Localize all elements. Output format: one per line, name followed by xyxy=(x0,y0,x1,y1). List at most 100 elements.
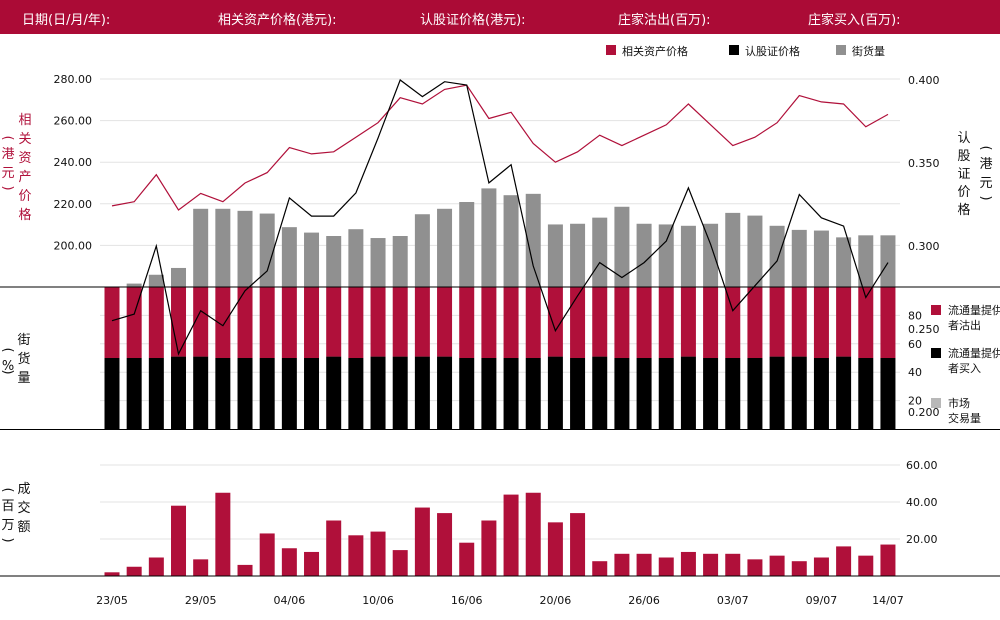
outstanding-bar xyxy=(680,225,696,287)
svg-text:): ) xyxy=(0,185,15,190)
lp-sell-bar xyxy=(481,287,497,358)
warrant-price-label: 认股证价格(港元): xyxy=(420,13,526,28)
outstanding-bar xyxy=(370,238,386,287)
lp-sell-bar xyxy=(459,287,475,358)
turnover-bar xyxy=(614,553,630,576)
svg-text:证: 证 xyxy=(957,167,970,182)
lp-sell-bar xyxy=(171,287,187,357)
lp-buy-bar xyxy=(481,358,497,429)
turnover-bar xyxy=(503,494,519,576)
lp-sell-bar xyxy=(348,287,364,358)
x-tick-label: 23/05 xyxy=(96,594,128,607)
x-tick-label: 03/07 xyxy=(717,594,749,607)
outstanding-bar xyxy=(171,267,187,287)
svg-text:(: ( xyxy=(0,487,15,492)
turnover-bar xyxy=(414,507,430,576)
turnover-bar xyxy=(104,572,120,576)
y-bottom-tick: 40.00 xyxy=(906,496,938,509)
turnover-bar xyxy=(392,550,408,576)
lp-sell-bar xyxy=(259,287,275,358)
lp-buy-bar xyxy=(459,358,475,429)
outstanding-bar xyxy=(725,212,741,287)
lp-sell-bar xyxy=(126,287,142,358)
y-right-tick: 0.250 xyxy=(908,323,940,336)
lp-buy-bar xyxy=(592,356,608,429)
outstanding-bar xyxy=(193,208,209,287)
y-bottom-axis-unit: (百万) xyxy=(0,487,15,542)
outstanding-bar xyxy=(880,235,896,287)
turnover-bar xyxy=(304,551,320,576)
y-mid-tick: 60 xyxy=(908,338,922,351)
y-bottom-tick: 20.00 xyxy=(906,533,938,546)
lp-buy-bar xyxy=(614,358,630,429)
lp-sell-bar xyxy=(725,287,741,358)
turnover-bar xyxy=(237,564,253,576)
svg-text:交: 交 xyxy=(17,500,30,516)
lp-buy-bar xyxy=(414,356,430,429)
svg-text:港: 港 xyxy=(1,147,14,162)
y-mid-axis-unit: (%) xyxy=(0,347,15,374)
lp-buy-bar xyxy=(326,356,342,429)
lp-buy-bar xyxy=(171,356,187,429)
outstanding-bar xyxy=(836,237,852,287)
lp-sell-bar xyxy=(193,287,209,357)
lp-sell-bar xyxy=(414,287,430,357)
lp-buy-bar xyxy=(148,358,164,429)
turnover-bar xyxy=(680,551,696,576)
lp-sell-bar xyxy=(503,287,519,358)
outstanding-bar xyxy=(592,217,608,287)
lp-buy-bar xyxy=(858,358,874,429)
outstanding-bar xyxy=(503,195,519,287)
y-left-axis-unit: (港元) xyxy=(0,135,15,190)
x-tick-label: 16/06 xyxy=(451,594,483,607)
y-right-axis-title: 认股证价格 xyxy=(957,131,970,218)
svg-text:): ) xyxy=(0,537,15,542)
underlying-price-label: 相关资产价格(港元): xyxy=(218,13,337,28)
x-tick-label: 20/06 xyxy=(540,594,572,607)
lp-sell-bar xyxy=(880,287,896,358)
outstanding-bar xyxy=(703,223,719,287)
lp-sell-bar xyxy=(813,287,829,358)
y-right-tick: 0.200 xyxy=(908,406,940,419)
x-tick-label: 29/05 xyxy=(185,594,217,607)
outstanding-bar xyxy=(126,283,142,287)
lp-buy-bar xyxy=(813,358,829,429)
svg-text:量: 量 xyxy=(17,371,30,386)
lp-sell-bar xyxy=(836,287,852,357)
lp-buy-bar xyxy=(126,358,142,429)
turnover-bar xyxy=(570,513,586,576)
svg-text:): ) xyxy=(0,369,15,374)
x-tick-label: 14/07 xyxy=(872,594,904,607)
outstanding-bar xyxy=(392,236,408,287)
lp-sell-bar xyxy=(392,287,408,357)
svg-text:街: 街 xyxy=(17,333,30,348)
legend-label: 流通量提供者沽出 xyxy=(948,303,1000,332)
legend-label: 认股证价格 xyxy=(745,44,800,58)
turnover-bar xyxy=(481,520,497,576)
turnover-bar xyxy=(193,559,209,576)
underlying-price-line xyxy=(111,84,889,211)
outstanding-bar xyxy=(281,227,297,287)
lp-buy-bar xyxy=(880,358,896,429)
turnover-bar xyxy=(658,557,674,576)
y-bottom-tick: 60.00 xyxy=(906,459,938,472)
turnover-bar xyxy=(525,492,541,576)
svg-text:): ) xyxy=(978,195,993,200)
turnover-bar xyxy=(547,522,563,576)
header-bar: 日期(日/月/年): 相关资产价格(港元): 认股证价格(港元): 庄家沽出(百… xyxy=(0,0,1000,34)
outstanding-bar xyxy=(437,208,453,287)
outstanding-bar xyxy=(304,232,320,287)
lp-sell-bar xyxy=(614,287,630,358)
turnover-bar xyxy=(148,557,164,576)
x-tick-label: 09/07 xyxy=(806,594,838,607)
lp-buy-bar xyxy=(703,358,719,429)
y-bottom-axis-title: 成交额 xyxy=(17,482,30,535)
outstanding-bar xyxy=(326,236,342,287)
legend-label: 相关资产价格 xyxy=(622,44,688,58)
lp-buy-bar xyxy=(570,358,586,429)
legend-swatch xyxy=(931,348,941,358)
svg-text:货: 货 xyxy=(17,351,30,367)
legend-swatch xyxy=(931,305,941,315)
svg-text:(: ( xyxy=(0,347,15,352)
outstanding-bar xyxy=(813,230,829,287)
